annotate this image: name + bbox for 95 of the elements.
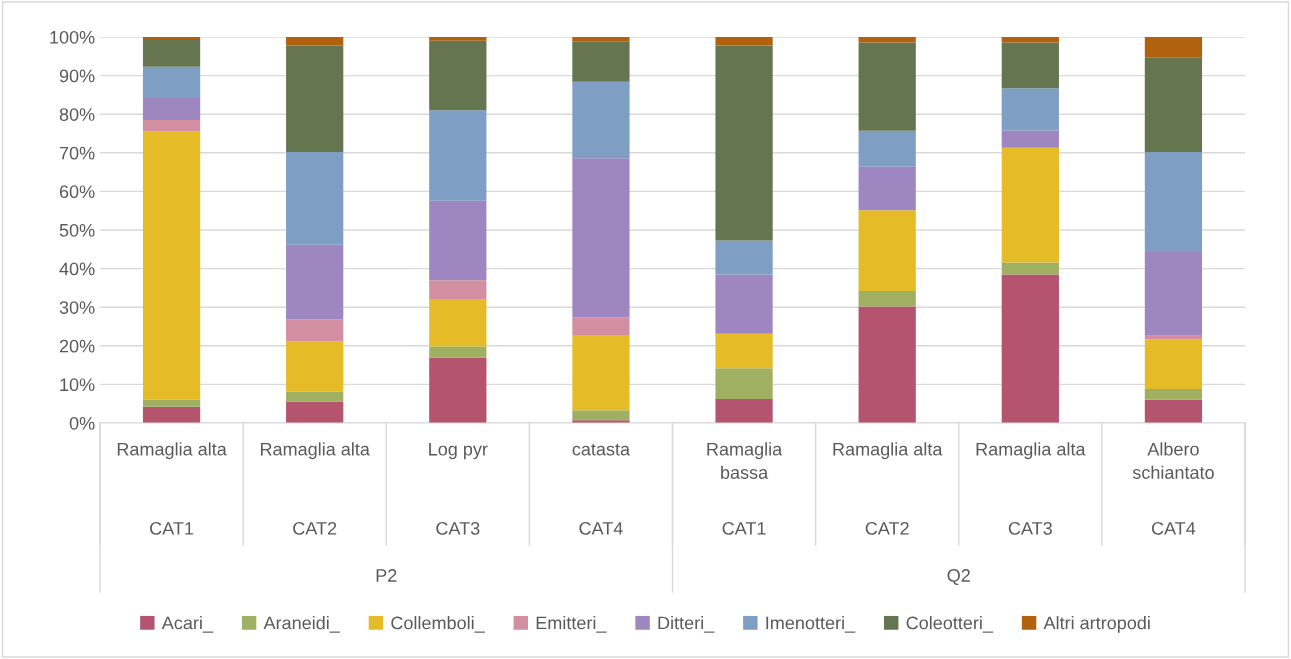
category-label: CAT4 [1151,521,1196,535]
y-tick-label: 0% [69,416,95,430]
y-tick-label: 90% [59,69,95,83]
bar [1144,252,1203,336]
bar [1001,130,1059,148]
bar [1144,57,1203,153]
bar [1001,88,1059,131]
y-tick-label: 80% [59,108,95,121]
category-label: Ramaglia alta [976,442,1086,460]
legend-label: Emitteri_ [536,616,607,633]
bar [572,410,630,421]
legend-label: Collemboli_ [391,616,485,633]
bar [858,37,916,43]
category-label: CAT1 [722,521,766,535]
bar [142,119,201,132]
bar [715,368,773,400]
bar [715,399,773,423]
bar [286,391,344,402]
bar [715,274,773,334]
category-label: Ramaglia alta [117,442,227,460]
bar [858,306,916,423]
bar [1001,262,1059,275]
bar [429,299,487,347]
bar [286,45,344,153]
bar [715,45,773,241]
category-label: Ramaglia bassa [707,442,783,479]
category-label: Log pyr [429,442,488,460]
bar [1001,274,1059,423]
bar [142,131,201,400]
bar [572,37,630,42]
bar [1144,339,1203,390]
bar [429,110,487,201]
bar [858,166,916,211]
bar [142,97,201,120]
category-label: Q2 [947,569,970,586]
bar [429,280,487,300]
bar [572,41,630,82]
bar [429,357,487,423]
bar [715,240,773,275]
legend-label: Acari_ [161,616,214,633]
legend-label: Coleotteri_ [906,616,994,633]
bar [1144,152,1203,252]
bar [572,317,630,335]
bar [142,406,201,423]
y-tick-label: 40% [59,262,95,276]
bar [429,40,487,111]
bar [142,399,201,407]
bar [858,290,916,307]
bar [572,334,630,411]
bar [142,38,201,67]
bar [1144,389,1203,400]
bar [429,200,487,281]
bar [715,333,773,369]
legend-label: Imenotteri_ [766,616,856,633]
y-tick-label: 30% [59,301,95,314]
category-label: CAT3 [1008,521,1052,535]
bar [286,341,344,392]
y-tick-label: 60% [59,185,95,199]
legend-label: Altri artropodi [1043,616,1150,633]
legend-label: Ditteri_ [658,616,715,633]
y-tick-label: 20% [59,339,95,353]
y-tick-label: 10% [60,378,95,392]
category-label: P2 [376,569,397,582]
bar [142,66,201,98]
bar [286,244,344,320]
category-label: Ramaglia alta [833,442,943,460]
bar [429,37,487,41]
category-label: catasta [572,443,631,456]
category-label: CAT3 [436,521,480,535]
bar [1001,147,1059,263]
bar [286,319,344,342]
legend-label: Araneidi_ [263,616,341,633]
category-label: CAT1 [150,521,194,535]
bar [429,346,487,358]
bar [572,81,630,159]
bar [286,401,344,423]
category-label: Albero schiantato [1132,442,1214,479]
bar [572,158,630,318]
bar [286,152,344,245]
bar [858,42,916,131]
category-label: CAT2 [865,521,909,535]
y-tick-label: 100% [50,30,95,44]
y-tick-label: 50% [59,223,95,237]
bar [858,210,916,291]
bar [1001,42,1059,89]
category-label: Ramaglia alta [260,442,370,460]
bar [715,37,773,46]
bar [1001,37,1059,43]
bar [1144,37,1203,58]
bar [1144,399,1203,423]
category-label: CAT2 [293,521,337,535]
bar [286,37,344,46]
y-tick-label: 70% [59,146,95,160]
category-label: CAT4 [579,521,623,535]
bar [858,130,916,167]
